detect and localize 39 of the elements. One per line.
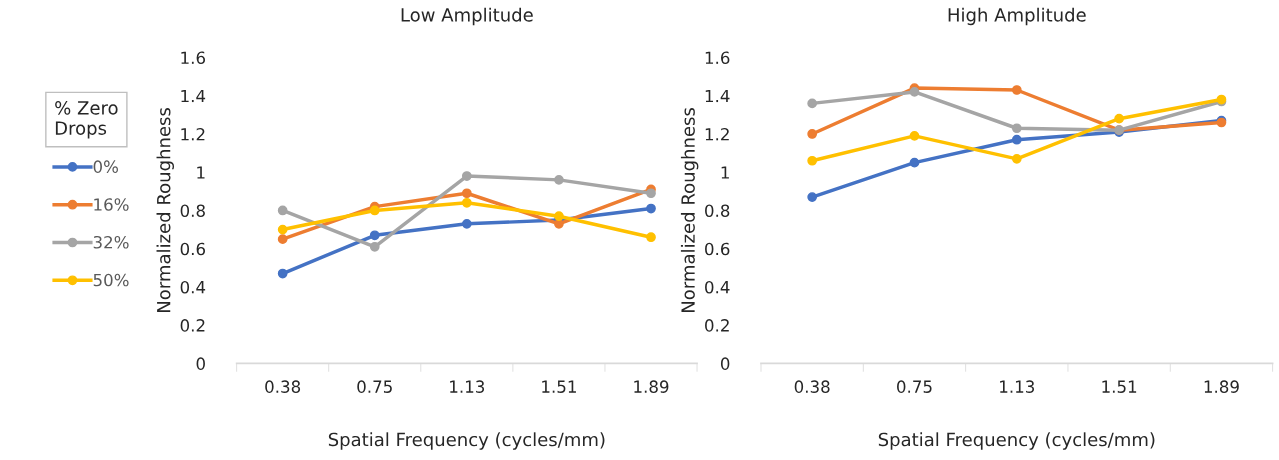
y-tick-label: 0.4 [705, 280, 730, 294]
x-tick-label: 1.51 [1102, 380, 1137, 393]
y-tick-label: 1.4 [705, 89, 730, 103]
y-tick-label: 0 [720, 357, 730, 370]
y-tick-label: 1.2 [705, 127, 729, 141]
x-tick-label: 1.89 [634, 380, 669, 393]
chart-title: Low Amplitude [401, 7, 533, 26]
x-tick-label: 1.89 [1204, 380, 1239, 393]
legend-label: 0% [93, 160, 118, 173]
x-tick-label: 1.13 [450, 380, 485, 393]
x-tick-label: 1.13 [1000, 380, 1035, 393]
y-tick-label: 0.2 [705, 319, 729, 332]
y-tick-label: 0.6 [180, 242, 206, 256]
y-tick-label: 1 [197, 166, 205, 179]
legend-title: % Zero Drops [55, 101, 118, 139]
legend-label: 32% [93, 235, 129, 249]
y-tick-label: 0.6 [705, 242, 730, 256]
y-tick-label: 0.4 [180, 280, 206, 294]
x-tick-label: 0.75 [357, 380, 392, 393]
y-tick-label: 1.4 [181, 89, 206, 103]
y-tick-label: 0.2 [180, 319, 205, 332]
y-tick-label: 0.8 [180, 204, 205, 218]
x-tick-label: 0.75 [897, 380, 932, 393]
x-axis-title: Spatial Frequency (cycles/mm) [878, 432, 1155, 450]
y-axis-title: Normalized Roughness [156, 108, 174, 312]
legend-label: 50% [93, 273, 129, 287]
x-tick-label: 1.51 [542, 380, 576, 393]
y-tick-label: 1.6 [705, 51, 730, 65]
x-tick-label: 0.38 [794, 380, 830, 393]
y-tick-label: 1.2 [181, 127, 205, 141]
y-tick-label: 1 [721, 166, 729, 179]
y-tick-label: 0.8 [705, 204, 730, 218]
y-axis-title: Normalized Roughness [680, 108, 699, 312]
legend-label: 16% [94, 198, 129, 211]
y-tick-label: 1.6 [181, 51, 206, 65]
chart-title: High Amplitude [948, 7, 1086, 26]
x-axis-title: Spatial Frequency (cycles/mm) [328, 432, 605, 450]
x-tick-label: 0.38 [265, 380, 301, 393]
y-tick-label: 0 [196, 357, 205, 370]
